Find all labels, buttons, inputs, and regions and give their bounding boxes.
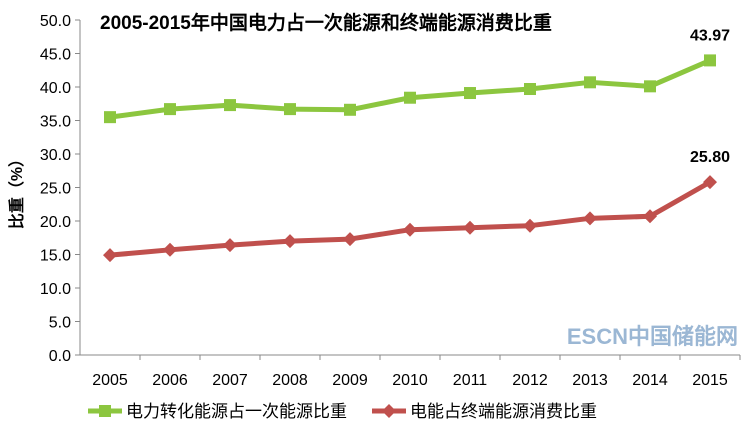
series-line	[109, 179, 712, 258]
legend-marker	[382, 404, 396, 418]
watermark: ESCN中国储能网	[567, 324, 738, 349]
data-point	[283, 234, 297, 249]
data-point	[704, 54, 716, 67]
data-point	[703, 175, 717, 190]
y-tick-label: 40.0	[40, 80, 71, 97]
legend-item: 电力转化能源占一次能源比重	[88, 402, 347, 421]
x-tick-label: 2014	[632, 372, 668, 389]
series-line	[109, 58, 711, 120]
x-tick-label: 2012	[512, 372, 548, 389]
data-point	[463, 220, 477, 235]
y-tick-label: 25.0	[40, 181, 71, 198]
chart-title: 2005-2015年中国电力占一次能源和终端能源消费比重	[100, 11, 552, 34]
x-tick-label: 2013	[572, 372, 608, 389]
y-tick-label: 10.0	[40, 281, 71, 298]
x-tick-label: 2006	[152, 372, 188, 389]
data-point	[223, 238, 237, 253]
data-point	[523, 218, 537, 233]
data-point	[104, 111, 116, 124]
y-tick-label: 5.0	[49, 315, 71, 332]
data-point	[343, 232, 357, 247]
data-label: 43.97	[690, 27, 730, 44]
data-point	[344, 103, 356, 116]
x-tick-label: 2007	[212, 372, 248, 389]
data-point	[643, 209, 657, 224]
data-point	[644, 80, 656, 93]
data-label: 25.80	[690, 149, 730, 166]
data-point	[404, 91, 416, 104]
data-point	[524, 83, 536, 96]
x-tick-label: 2010	[392, 372, 428, 389]
data-point	[163, 242, 177, 257]
x-tick-label: 2005	[92, 372, 128, 389]
x-tick-label: 2009	[332, 372, 368, 389]
data-point	[224, 99, 236, 112]
y-tick-label: 0.0	[49, 348, 71, 365]
legend-item: 电能占终端能源消费比重	[372, 402, 597, 421]
legend-label: 电能占终端能源消费比重	[410, 402, 597, 421]
y-axis-label: 比重（%）	[7, 151, 26, 229]
y-tick-label: 20.0	[40, 214, 71, 231]
y-tick-label: 30.0	[40, 147, 71, 164]
y-tick-label: 35.0	[40, 114, 71, 131]
y-tick-label: 15.0	[40, 248, 71, 265]
data-point	[583, 211, 597, 226]
data-point	[403, 222, 417, 237]
x-tick-label: 2011	[453, 372, 488, 389]
y-tick-label: 45.0	[40, 47, 71, 64]
legend-marker	[99, 405, 111, 417]
series-1: 43.97	[104, 27, 730, 124]
data-point	[284, 103, 296, 116]
legend-label: 电力转化能源占一次能源比重	[126, 402, 347, 421]
y-tick-label: 50.0	[40, 13, 71, 30]
data-point	[103, 248, 117, 263]
x-tick-label: 2008	[272, 372, 308, 389]
series-2: 25.80	[103, 149, 730, 263]
data-point	[464, 87, 476, 100]
data-point	[584, 76, 596, 89]
data-point	[164, 103, 176, 116]
x-tick-label: 2015	[692, 372, 728, 389]
